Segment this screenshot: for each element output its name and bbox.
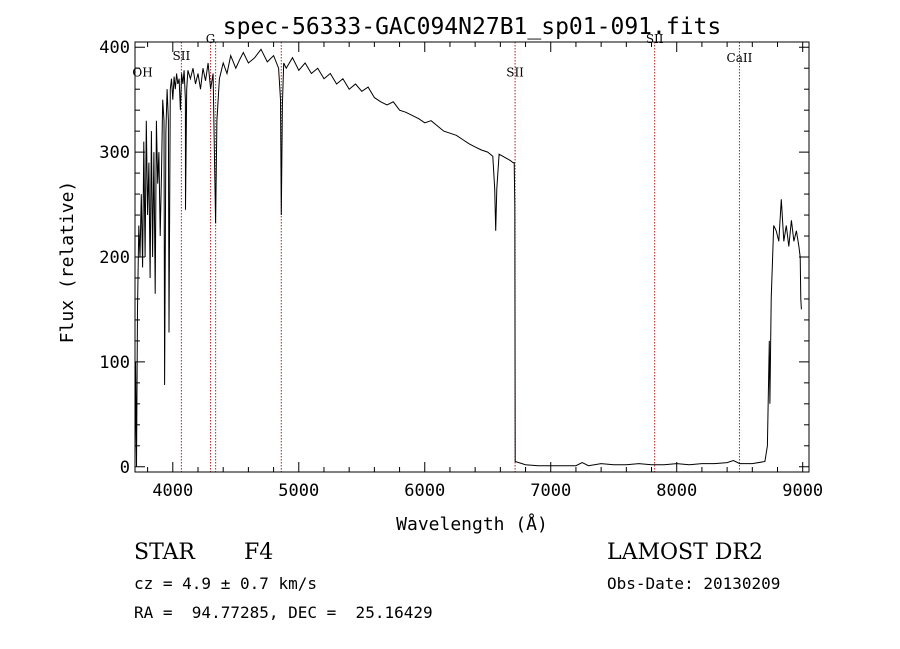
y-axis-label: Flux (relative)	[57, 181, 78, 344]
object-class: STAR	[134, 540, 195, 565]
line-marker-label: SII	[646, 32, 664, 46]
line-marker-label: SII	[173, 49, 191, 63]
line-marker-label: G	[206, 32, 216, 46]
line-marker-label: CaII	[727, 51, 753, 65]
spectrum-series-line	[134, 48, 802, 467]
coordinates-readout: RA = 94.77285, DEC = 25.16429	[134, 603, 433, 622]
x-tick-label: 9000	[782, 481, 823, 501]
y-tick-label: 300	[99, 143, 130, 163]
y-tick-label: 200	[99, 248, 130, 268]
y-tick-label: 0	[120, 458, 130, 478]
y-tick-label: 100	[99, 353, 130, 373]
line-markers: OH SII G SII SII CaII	[132, 32, 753, 472]
observation-date: Obs-Date: 20130209	[607, 574, 781, 593]
chart-title: spec-56333-GAC094N27B1_sp01-091.fits	[223, 14, 722, 40]
x-tick-label: 7000	[530, 481, 571, 501]
line-marker-label: OH	[132, 66, 152, 80]
object-subclass: F4	[244, 540, 274, 565]
velocity-readout: cz = 4.9 ± 0.7 km/s	[134, 574, 318, 593]
plot-frame	[134, 41, 810, 473]
x-tick-label: 6000	[404, 481, 445, 501]
x-tick-label: 4000	[152, 481, 193, 501]
survey-name: LAMOST DR2	[607, 540, 763, 565]
axis-ticks: 4000 5000 6000 7000 8000 9000 0 100 200 300 400	[99, 38, 823, 501]
x-tick-label: 5000	[278, 481, 319, 501]
x-tick-label: 8000	[656, 481, 697, 501]
line-marker-label: SII	[506, 66, 524, 80]
y-tick-label: 400	[99, 38, 130, 58]
x-axis-label: Wavelength (Å)	[396, 513, 548, 535]
